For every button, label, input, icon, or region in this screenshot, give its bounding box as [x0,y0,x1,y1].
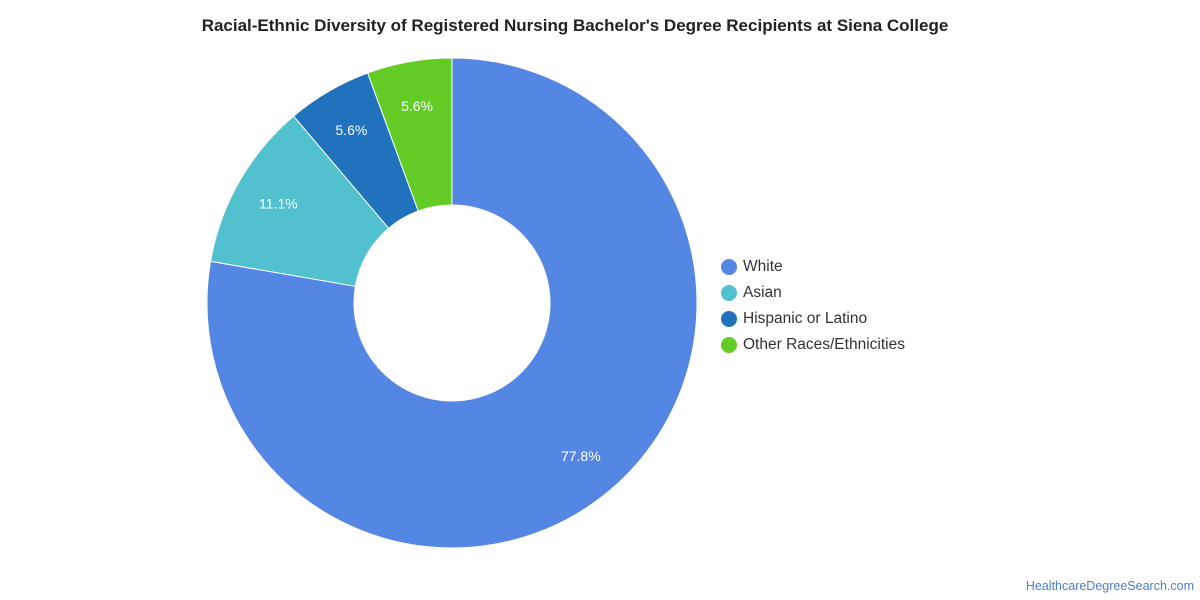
legend-label-other-races: Other Races/Ethnicities [743,336,905,353]
slice-label-group: 77.8% 11.1% 5.6% 5.6% [259,98,601,464]
slice-asian[interactable] [209,115,390,287]
source-link[interactable]: HealthcareDegreeSearch.com [1025,579,1194,593]
slice-label-other-races-ethnicities: 5.6% [401,98,433,114]
legend-label-hispanic-or-latino: Hispanic or Latino [743,310,868,327]
slice-label-asian: 11.1% [259,196,298,212]
legend-item-asian[interactable]: Asian [721,280,905,306]
legend: White Asian Hispanic or Latino Other Rac… [721,254,905,358]
slice-white[interactable] [206,57,698,549]
legend-item-other-races[interactable]: Other Races/Ethnicities [721,332,905,358]
legend-swatch-hispanic-or-latino [721,311,737,327]
legend-label-asian: Asian [743,284,782,301]
legend-swatch-asian [721,285,737,301]
legend-item-white[interactable]: White [721,254,905,280]
slice-label-white: 77.8% [561,448,601,464]
slice-group [206,57,698,549]
legend-swatch-white [721,259,737,275]
chart-title: Racial-Ethnic Diversity of Registered Nu… [201,16,949,35]
legend-item-hispanic-or-latino[interactable]: Hispanic or Latino [721,306,905,332]
slice-label-hispanic-or-latino: 5.6% [335,122,367,138]
legend-label-white: White [743,258,783,275]
legend-swatch-other-races [721,337,737,353]
slice-other-races-ethnicities[interactable] [367,57,453,212]
